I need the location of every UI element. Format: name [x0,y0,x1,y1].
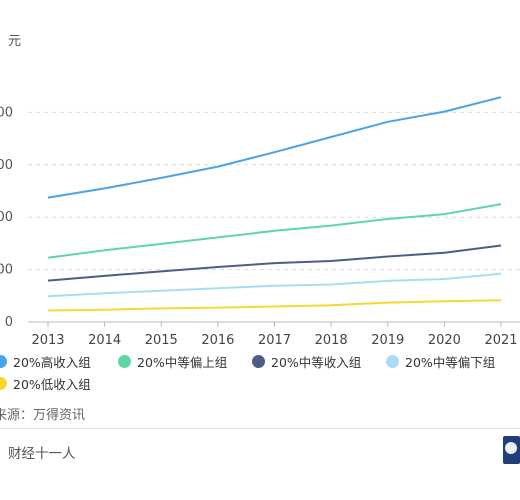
legend-swatch [0,355,7,368]
legend-label: 20%高收入组 [13,355,91,370]
logo-icon [503,436,520,464]
legend-label: 20%中等偏下组 [405,355,496,370]
x-tick-label: 2016 [201,333,234,348]
y-tick-label: 000 [0,158,13,173]
series-line [47,244,502,282]
x-tick-label: 2015 [145,333,178,348]
brand-name: 财经十一人 [8,446,76,462]
x-tick-label: 2021 [484,333,517,348]
legend-swatch [0,377,7,390]
x-tick-label: 2018 [315,333,348,348]
legend-label: 20%低收入组 [13,377,91,392]
legend-label: 20%中等偏上组 [137,355,228,370]
legend-swatch [118,355,131,368]
legend-item: 20%中等偏上组 [118,352,227,371]
source-note: 来源：万得资讯 [0,408,86,423]
x-tick-label: 2013 [31,333,64,348]
legend-item: 20%中等偏下组 [386,352,495,371]
series-line [47,299,502,312]
y-tick-label: 000 [0,105,13,120]
series-line [47,203,502,259]
y-tick-label: 000 [0,210,13,225]
footer-divider [0,428,520,429]
y-tick-label: 000 [0,263,13,278]
legend-swatch [252,355,265,368]
legend-item: 20%中等收入组 [252,352,361,371]
axes: 0000000000000201320142015201620172018201… [0,105,520,348]
gridlines [28,111,520,271]
legend-swatch [386,355,399,368]
unit-label: 元 [8,34,22,49]
line-chart: 0000000000000201320142015201620172018201… [0,96,520,348]
series-line [47,272,502,298]
series-lines [47,96,502,312]
legend-item: 20%低收入组 [0,374,91,393]
x-tick-label: 2020 [428,333,461,348]
series-line [47,96,502,199]
x-tick-label: 2017 [258,333,291,348]
y-tick-label: 0 [5,315,13,330]
legend-item: 20%高收入组 [0,352,91,371]
x-tick-label: 2014 [88,333,121,348]
legend-label: 20%中等收入组 [271,355,362,370]
x-tick-label: 2019 [371,333,404,348]
